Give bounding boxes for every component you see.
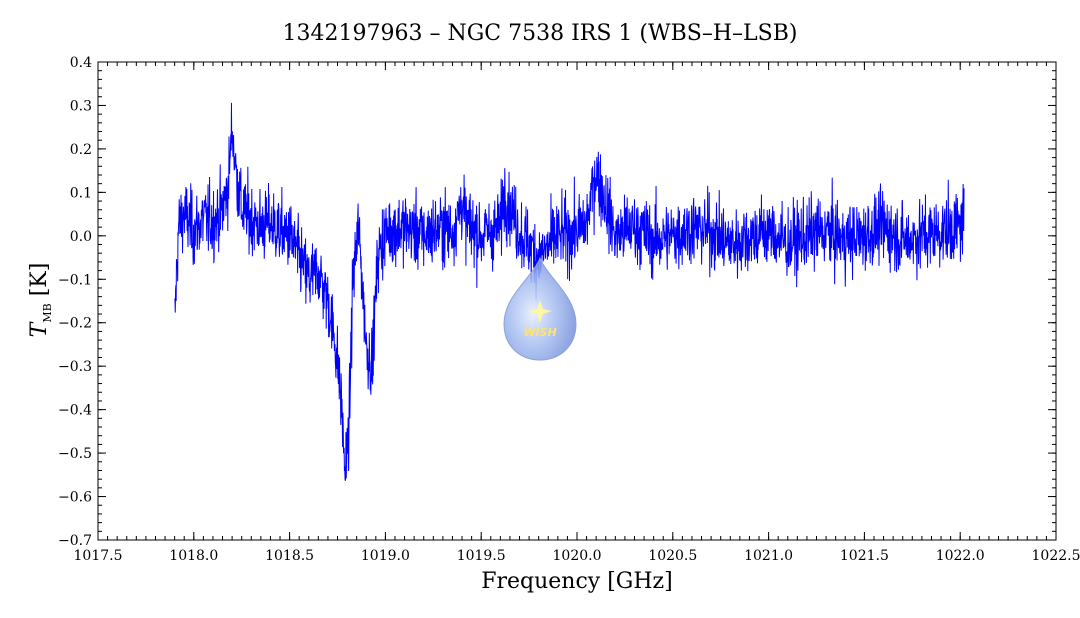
major-ticks xyxy=(97,61,1057,541)
x-tick-label: 1020.5 xyxy=(648,548,697,564)
y-tick-label: 0.4 xyxy=(70,55,92,71)
x-tick-label: 1020.0 xyxy=(553,548,602,564)
svg-text:TMB [K]: TMB [K] xyxy=(27,263,54,338)
y-tick-label: 0.2 xyxy=(70,142,92,158)
x-tick-label: 1022.0 xyxy=(936,548,985,564)
y-tick-label: 0.3 xyxy=(70,98,92,114)
wish-logo: WISH xyxy=(503,256,577,361)
x-tick-label: 1022.5 xyxy=(1032,548,1080,564)
x-tick-label: 1021.0 xyxy=(744,548,793,564)
x-tick-label: 1017.5 xyxy=(74,548,123,564)
x-tick-labels: 1017.5 1018.0 1018.5 1019.0 1019.5 1020.0 1020… xyxy=(74,548,1080,564)
y-tick-labels: 0.4 0.3 0.2 0.1 0.0 −0.1 −0.2 −0.3 −0.4 −0.5 −0.6 −… xyxy=(58,55,92,549)
y-tick-label: −0.3 xyxy=(58,359,92,375)
x-axis-label: Frequency [GHz] xyxy=(481,569,673,594)
minor-ticks xyxy=(97,61,1057,541)
star-icon xyxy=(528,300,552,323)
y-tick-label: −0.2 xyxy=(58,316,92,332)
y-tick-label: −0.7 xyxy=(58,533,92,549)
chart-title: 1342197963 – NGC 7538 IRS 1 (WBS–H–LSB) xyxy=(283,21,798,46)
y-tick-label: −0.4 xyxy=(58,403,92,419)
x-tick-label: 1018.0 xyxy=(169,548,218,564)
x-tick-label: 1021.5 xyxy=(840,548,889,564)
x-tick-label: 1018.5 xyxy=(265,548,314,564)
x-tick-label: 1019.5 xyxy=(457,548,506,564)
y-tick-label: −0.5 xyxy=(58,446,92,462)
y-axis-label: TMB [K] xyxy=(27,263,54,338)
y-tick-label: 0.1 xyxy=(70,185,92,201)
y-tick-label: −0.1 xyxy=(58,272,92,288)
spectrum-line xyxy=(174,102,965,481)
y-axis-label-subscript: MB xyxy=(41,303,54,322)
plot-frame xyxy=(97,61,1057,541)
y-axis-label-symbol: T xyxy=(27,320,52,337)
y-tick-label: −0.6 xyxy=(58,490,92,506)
x-tick-label: 1019.0 xyxy=(361,548,410,564)
y-tick-label: 0.0 xyxy=(70,229,92,245)
y-axis-label-unit: [K] xyxy=(27,263,52,304)
wish-logo-text: WISH xyxy=(523,326,556,339)
